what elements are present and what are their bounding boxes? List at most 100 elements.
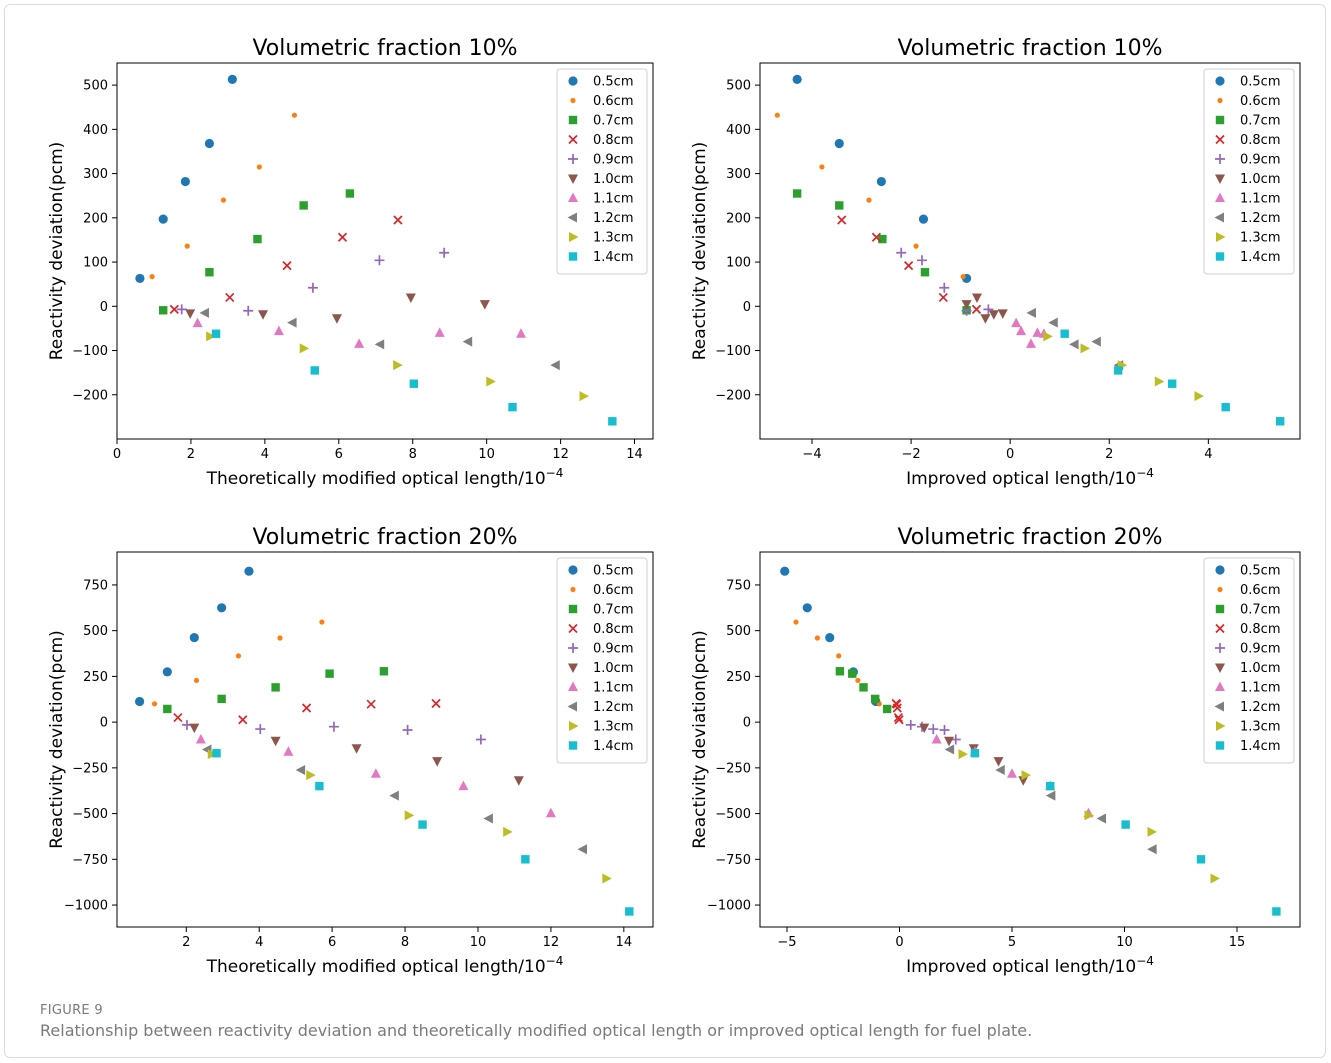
data-point	[337, 232, 348, 242]
chart-panel-4: Volumetric fraction 20% −5 0 5 10 15 −1000 −750…	[690, 525, 1301, 977]
y-axis-label: Reactivity deviation(pcm)	[690, 630, 710, 849]
data-point	[1016, 325, 1027, 336]
data-point	[913, 243, 919, 249]
data-point	[1080, 343, 1090, 354]
data-point	[1018, 776, 1029, 786]
data-point	[837, 215, 847, 225]
data-point	[409, 379, 419, 388]
series-0.9cm	[896, 247, 994, 316]
legend-marker	[568, 681, 578, 691]
y-tick-label: 200	[726, 211, 751, 226]
data-point	[792, 74, 802, 84]
y-tick-label: −1000	[707, 899, 751, 914]
legend-label: 1.2cm	[593, 211, 634, 226]
x-tick-label: 10	[1116, 935, 1133, 950]
legend-marker	[1215, 192, 1225, 202]
data-point	[892, 703, 902, 713]
data-point	[1007, 768, 1017, 778]
data-point	[878, 234, 887, 244]
legend-marker	[1215, 115, 1225, 125]
x-tick-label: 8	[409, 447, 417, 462]
legend-marker	[569, 232, 579, 242]
legend-label: 0.6cm	[1240, 94, 1281, 109]
data-point	[1032, 327, 1043, 337]
data-point	[310, 366, 319, 375]
y-tick-label: 300	[726, 167, 751, 182]
data-point	[928, 724, 939, 735]
data-point	[319, 619, 325, 625]
data-point	[180, 176, 190, 187]
legend: 0.5cm 0.6cm 0.7cm 0.8cm 0.9cm 1.0cm 1.1cm 1.2cm…	[556, 557, 648, 764]
figure-label: FIGURE 9	[40, 1003, 103, 1018]
data-point	[819, 164, 825, 170]
legend-marker	[1215, 154, 1225, 164]
data-point	[486, 376, 496, 387]
data-point	[983, 304, 994, 315]
series-0.7cm	[835, 667, 892, 714]
data-point	[299, 343, 310, 354]
x-tick-label: 2	[182, 935, 190, 950]
data-point	[513, 776, 524, 786]
series-1.4cm	[1060, 329, 1285, 426]
data-point	[225, 292, 235, 303]
data-point	[173, 712, 183, 723]
legend-marker	[568, 643, 578, 653]
x-axis-label-exponent: −4	[1136, 954, 1154, 968]
data-point	[354, 338, 365, 348]
y-tick-label: 250	[726, 670, 751, 685]
data-point	[859, 683, 868, 692]
data-point	[328, 721, 339, 732]
legend-label: 1.3cm	[1240, 720, 1281, 735]
x-tick-label: 14	[626, 447, 643, 462]
data-point	[904, 260, 914, 271]
data-point	[405, 293, 416, 303]
data-point	[938, 292, 948, 303]
chart-title: Volumetric fraction 10%	[252, 36, 517, 61]
legend-label: 1.0cm	[593, 661, 634, 676]
series-1.4cm	[212, 749, 634, 916]
data-point	[896, 247, 907, 258]
legend-label: 0.8cm	[593, 133, 634, 148]
data-point	[625, 907, 634, 916]
data-point	[163, 704, 172, 714]
series-1.1cm	[931, 734, 1094, 818]
data-point	[939, 724, 950, 735]
legend-marker	[568, 192, 578, 202]
legend-label: 0.5cm	[593, 564, 634, 579]
data-point	[1011, 317, 1022, 328]
data-point	[192, 317, 203, 328]
data-point	[325, 669, 334, 678]
data-point	[971, 293, 982, 303]
legend-label: 1.4cm	[1240, 250, 1281, 265]
data-point	[893, 712, 903, 723]
x-tick-label: 8	[401, 935, 409, 950]
x-tick-label: 4	[255, 935, 263, 950]
series-1.2cm	[201, 744, 587, 855]
legend-label: 0.5cm	[593, 75, 634, 90]
data-point	[393, 360, 403, 371]
data-point	[1084, 810, 1094, 821]
data-point	[379, 667, 389, 676]
chart-title: Volumetric fraction 20%	[897, 525, 1162, 550]
series-0.6cm	[151, 619, 325, 707]
data-point	[1025, 338, 1036, 348]
data-point	[866, 197, 872, 203]
legend-label: 0.5cm	[1240, 564, 1281, 579]
data-point	[545, 807, 556, 818]
legend-label: 1.2cm	[1240, 211, 1281, 226]
legend-label: 0.7cm	[1240, 603, 1281, 618]
series-1.0cm	[919, 723, 1029, 786]
data-point	[970, 749, 980, 758]
data-point	[988, 310, 999, 320]
x-axis-label-exponent: −4	[1136, 466, 1154, 480]
legend-box	[1203, 68, 1295, 275]
legend-label: 0.8cm	[1240, 622, 1281, 637]
y-tick-label: 500	[83, 79, 108, 94]
legend-marker	[1215, 252, 1225, 261]
data-point	[193, 677, 200, 684]
figure-canvas: Volumetric fraction 10%0 2 4 6 8 10 12 14−200−1…	[47, 36, 1301, 977]
data-point	[235, 653, 242, 659]
x-tick-label: 4	[1204, 447, 1212, 462]
x-tick-label: 5	[1008, 935, 1016, 950]
legend-marker	[568, 134, 578, 145]
